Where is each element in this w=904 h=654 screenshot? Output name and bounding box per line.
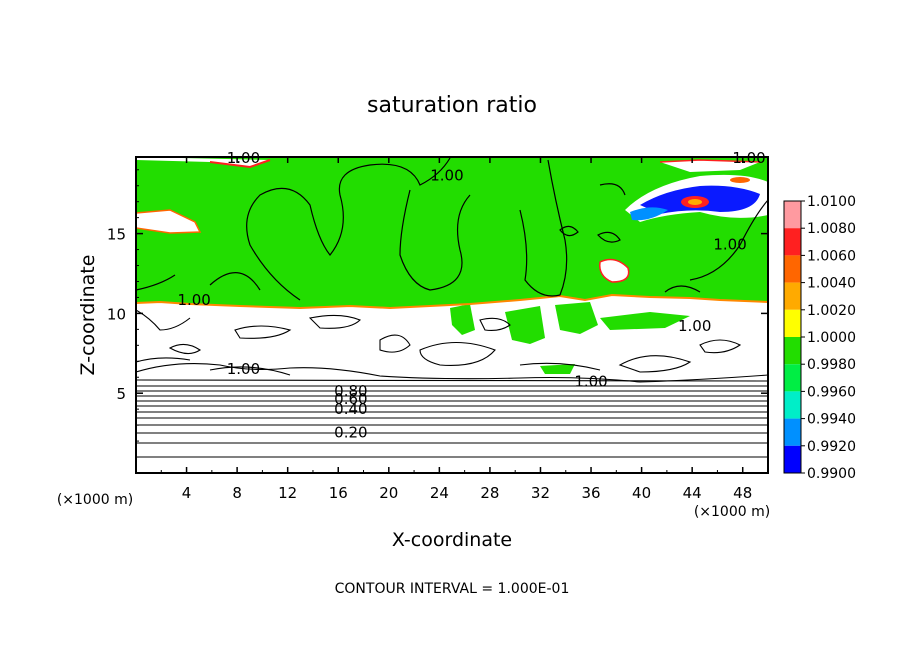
white-pocket [599,259,629,282]
cloud-intrusion [555,302,598,334]
cloud-intrusion [450,304,475,335]
plot-frame [135,156,769,474]
x-tick-label: 24 [430,484,449,502]
cloud-intrusion [600,312,690,330]
y-tick-label: 15 [107,226,126,244]
colorbar-label: 0.9900 [807,466,856,482]
x-tick-label: 44 [683,484,702,502]
y-tick-label: 5 [116,385,126,403]
edge-streak [136,293,768,310]
colorbar-swatch [784,364,801,392]
colorbar-label: 0.9980 [807,357,856,373]
cloud-intrusion [540,364,575,374]
x-axis-label: X-coordinate [392,529,512,551]
colorbar: 1.0100 1.0080 1.0060 1.0040 1.0020 1.0000 0.99… [783,194,856,482]
x-tick-label: 48 [733,484,752,502]
x-tick-label: 12 [278,484,297,502]
x-tick-label: 40 [632,484,651,502]
colorbar-label: 0.9920 [807,439,856,455]
x-tick-label: 16 [329,484,348,502]
y-axis-label: Z-coordinate [77,255,99,376]
colorbar-swatch [784,282,801,310]
y-axis: 5 10 15 [107,169,768,458]
white-pocket [660,160,760,172]
colorbar-label: 1.0040 [807,276,856,292]
y-tick-label: 10 [107,305,126,323]
supersaturated-spot [688,199,702,205]
contour-label: 0.40 [334,400,367,418]
contour-label: 0.80 [334,382,367,400]
colorbar-swatch [784,418,801,446]
colorbar-label: 1.0020 [807,303,856,319]
x-tick-label: 20 [379,484,398,502]
colorbar-swatch [784,228,801,256]
colorbar-label: 1.0080 [807,221,856,237]
humidity-contours [136,309,768,383]
contour-interval-note: CONTOUR INTERVAL = 1.000E-01 [335,581,570,597]
contour-label: 1.00 [227,149,260,167]
colorbar-swatch [784,255,801,283]
contour-label: 1.00 [713,235,746,253]
chart-title: saturation ratio [367,93,537,118]
x-tick-label: 4 [182,484,192,502]
contour-label: 1.00 [227,360,260,378]
colorbar-swatch [784,201,801,229]
colorbar-label: 1.0000 [807,330,856,346]
x-tick-label: 28 [480,484,499,502]
saturation-contours [136,157,768,301]
edge-streak [136,209,202,234]
colorbar-swatch [784,309,801,337]
colorbar-swatch [784,445,801,473]
supersaturated-spot [730,177,750,183]
contour-label: 1.00 [678,317,711,335]
contour-label: 1.00 [430,167,463,185]
edge-streak [599,258,630,283]
x-tick-label: 8 [232,484,242,502]
contour-labels: 1.00 1.00 1.00 1.00 1.00 1.00 1.00 1.00 0.800.60… [177,149,765,442]
contour-label: 0.20 [334,424,367,442]
x-unit-label: (×1000 m) [694,504,770,520]
undersaturated-core [630,207,668,221]
white-pocket [136,210,200,233]
z-unit-label: (×1000 m) [57,492,133,508]
contour-label: 0.60 [334,390,367,408]
horizontal-contours [136,379,768,458]
colorbar-swatch [784,337,801,365]
colorbar-label: 1.0100 [807,194,856,210]
edge-streak [209,159,271,169]
edge-streak [659,159,761,163]
contour-label: 1.00 [177,291,210,309]
contour-label: 1.00 [574,373,607,391]
colorbar-label: 0.9940 [807,412,856,428]
x-tick-label: 32 [531,484,550,502]
contour-label: 1.00 [732,149,765,167]
colorbar-label: 1.0060 [807,248,856,264]
x-tick-label: 36 [581,484,600,502]
cloud-intrusion [505,306,545,344]
colorbar-swatch [784,391,801,419]
colorbar-label: 0.9960 [807,384,856,400]
x-axis: 4 8 12 16 20 24 28 32 36 40 44 48 [160,157,752,502]
